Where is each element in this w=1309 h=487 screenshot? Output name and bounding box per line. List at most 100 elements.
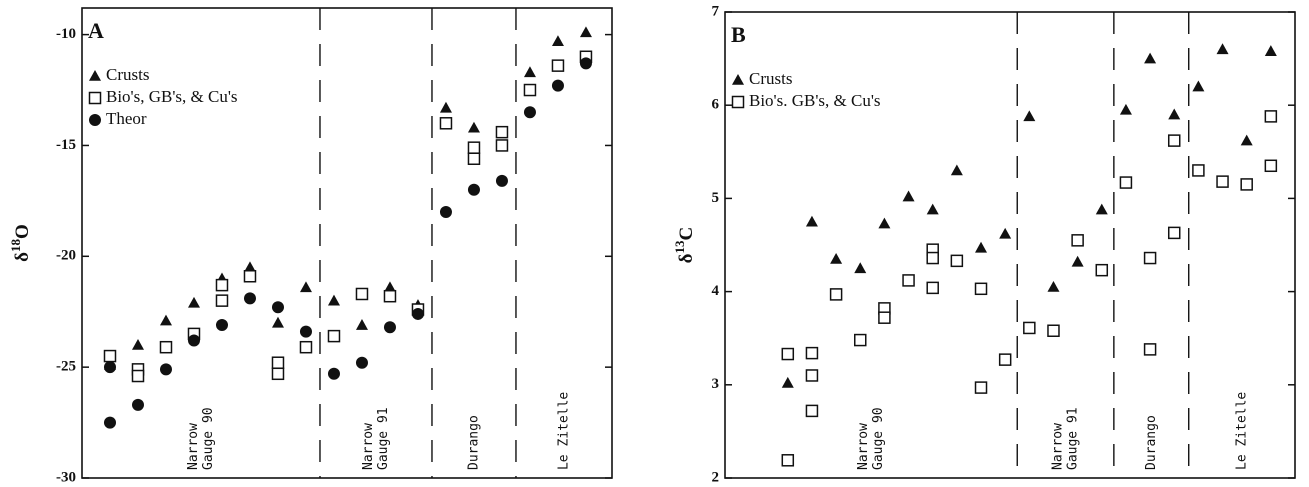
y-tick-label: 2 — [712, 469, 720, 485]
square-marker — [327, 329, 341, 343]
circle-marker — [215, 319, 228, 332]
square-marker — [467, 152, 481, 166]
triangle-marker — [551, 35, 564, 47]
circle-marker — [551, 79, 564, 92]
y-tick-label: -20 — [56, 248, 76, 264]
triangle-marker — [1144, 52, 1157, 64]
y-tick-label: 7 — [712, 3, 720, 19]
square-marker — [1167, 134, 1181, 147]
square-marker — [103, 349, 117, 363]
square-marker — [1167, 226, 1181, 240]
circle-marker — [383, 321, 396, 334]
triangle-marker — [187, 296, 200, 308]
square-marker — [805, 346, 819, 360]
triangle-marker — [878, 217, 891, 229]
triangle-marker — [271, 316, 284, 328]
section-label: Narrow — [186, 423, 201, 470]
section-label: Durango — [1144, 415, 1159, 470]
triangle-marker — [523, 66, 536, 78]
circle-marker — [355, 356, 368, 369]
square-marker — [131, 369, 145, 383]
triangle-marker — [1168, 108, 1181, 120]
triangle-marker — [1119, 103, 1132, 115]
square-marker — [495, 125, 509, 139]
panel-letter: B — [731, 22, 746, 47]
triangle-marker — [1216, 43, 1229, 55]
square-marker — [926, 251, 939, 265]
square-marker — [902, 274, 915, 287]
square-marker — [1023, 321, 1036, 335]
section-label: Narrow — [1051, 423, 1066, 470]
section-label: Le Zitelle — [556, 392, 571, 470]
triangle-marker — [732, 74, 744, 85]
circle-marker — [131, 398, 144, 411]
circle-marker — [243, 292, 256, 305]
square-marker — [159, 340, 173, 354]
square-marker — [731, 95, 745, 109]
circle-marker — [103, 416, 116, 429]
square-marker — [1047, 324, 1060, 337]
square-marker — [1143, 343, 1157, 356]
triangle-marker — [327, 294, 340, 306]
circle-marker — [523, 106, 536, 119]
section-label: Durango — [466, 415, 481, 470]
triangle-marker — [1095, 203, 1108, 215]
square-marker — [1216, 175, 1229, 188]
square-marker — [998, 353, 1012, 366]
triangle-marker — [159, 314, 172, 326]
triangle-marker — [902, 190, 915, 202]
y-label-sup: 18 — [8, 238, 23, 252]
section-label: Gauge 90 — [871, 407, 886, 470]
y-tick-label: -25 — [56, 359, 76, 375]
y-tick-label: -10 — [56, 26, 76, 42]
legend-label: Bio's. GB's, & Cu's — [749, 91, 881, 110]
circle-marker — [579, 57, 592, 70]
square-marker — [805, 404, 819, 418]
section-label: Gauge 91 — [1066, 407, 1081, 470]
legend-label: Crusts — [106, 65, 149, 84]
y-label-element: C — [676, 227, 697, 241]
square-marker — [1119, 176, 1133, 189]
circle-marker — [411, 307, 424, 320]
square-marker — [974, 381, 988, 394]
circle-marker — [327, 367, 340, 380]
triangle-marker — [805, 215, 818, 227]
square-marker — [950, 254, 964, 268]
triangle-marker — [1023, 110, 1036, 122]
square-marker — [781, 454, 795, 467]
square-marker — [523, 83, 537, 97]
y-tick-label: 4 — [712, 283, 720, 299]
y-label-sup: 13 — [672, 240, 687, 254]
circle-marker — [103, 361, 116, 374]
triangle-marker — [781, 376, 794, 388]
plot-frame — [724, 11, 1296, 479]
square-marker — [1143, 251, 1157, 265]
square-marker — [215, 278, 229, 292]
y-label-symbol: δ — [676, 253, 697, 263]
square-marker — [829, 288, 843, 301]
triangle-marker — [926, 203, 939, 215]
square-marker — [854, 333, 867, 347]
circle-marker — [467, 183, 480, 196]
triangle-marker — [1192, 80, 1205, 92]
triangle-marker — [579, 26, 592, 38]
square-marker — [926, 281, 939, 295]
triangle-marker — [1047, 280, 1060, 292]
square-marker — [878, 311, 891, 324]
triangle-marker — [383, 281, 396, 293]
legend-label: Bio's, GB's, & Cu's — [106, 87, 238, 106]
square-marker — [551, 59, 565, 72]
circle-marker — [89, 114, 101, 126]
y-axis-label: δ18O — [8, 224, 33, 262]
section-label: Narrow — [361, 423, 376, 470]
square-marker — [299, 340, 313, 354]
triangle-marker — [1071, 255, 1084, 267]
square-marker — [781, 347, 795, 361]
section-label: Gauge 91 — [376, 407, 391, 470]
y-tick-label: -15 — [56, 137, 76, 153]
square-marker — [243, 270, 257, 283]
square-marker — [439, 117, 453, 130]
